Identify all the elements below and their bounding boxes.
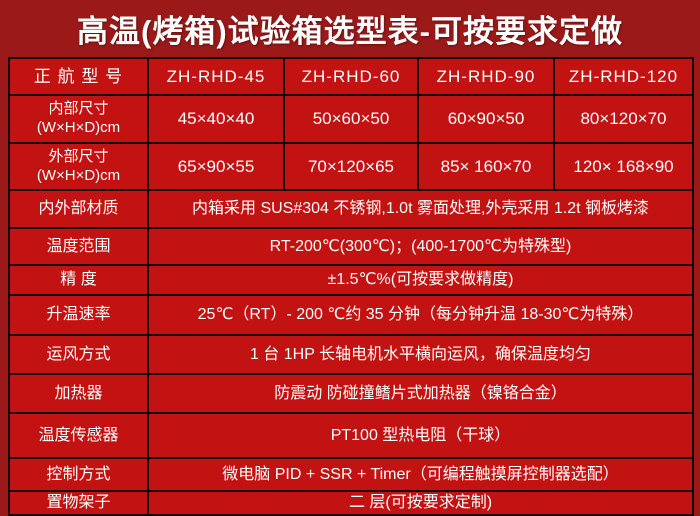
- inner-size-label: 内部尺寸 (W×H×D)cm: [8, 94, 149, 144]
- spec-row-air-circulation: 运风方式 1 台 1HP 长轴电机水平横向运风，确保温度均匀: [8, 334, 694, 375]
- spec-label: 加热器: [8, 373, 149, 414]
- inner-size-label-line1: 内部尺寸: [48, 100, 109, 118]
- spec-value: 内箱采用 SUS#304 不锈钢,1.0t 雾面处理,外壳采用 1.2t 钢板烤…: [147, 189, 694, 229]
- outer-size-label: 外部尺寸 (W×H×D)cm: [8, 142, 149, 191]
- spec-value: PT100 型热电阻（干球）: [147, 412, 694, 459]
- inner-size-value-4: 80×120×70: [553, 94, 694, 144]
- spec-value: 1 台 1HP 长轴电机水平横向运风，确保温度均匀: [147, 334, 694, 375]
- model-name-2: ZH-RHD-60: [283, 57, 419, 96]
- model-name-3: ZH-RHD-90: [417, 57, 555, 96]
- outer-size-value-1: 65×90×55: [147, 142, 285, 191]
- inner-size-label-line2: (W×H×D)cm: [36, 119, 121, 136]
- spec-label: 温度范围: [8, 227, 149, 266]
- spec-row-accuracy: 精 度 ±1.5℃%(可按要求做精度): [8, 264, 694, 296]
- spec-row-shelves: 置物架子 二 层(可按要求定制): [8, 490, 694, 516]
- inner-size-value-1: 45×40×40: [147, 94, 285, 144]
- model-row-label: 正 航 型 号: [8, 57, 149, 96]
- spec-label: 温度传感器: [8, 412, 149, 459]
- spec-row-control: 控制方式 微电脑 PID + SSR + Timer（可编程触摸屏控制器选配）: [8, 457, 694, 492]
- spec-value: 25℃（RT）- 200 ℃约 35 分钟（每分钟升温 18-30℃为特殊）: [147, 294, 694, 336]
- spec-label: 置物架子: [8, 490, 149, 516]
- outer-size-row: 外部尺寸 (W×H×D)cm 65×90×55 70×120×65 85× 16…: [8, 142, 694, 191]
- spec-value: 二 层(可按要求定制): [147, 490, 694, 516]
- outer-size-value-3: 85× 160×70: [417, 142, 555, 191]
- model-name-4: ZH-RHD-120: [553, 57, 694, 96]
- outer-size-value-2: 70×120×65: [283, 142, 419, 191]
- outer-size-label-line1: 外部尺寸: [48, 147, 109, 165]
- spec-label: 内外部材质: [8, 189, 149, 229]
- spec-label: 控制方式: [8, 457, 149, 492]
- spec-row-heatup-rate: 升温速率 25℃（RT）- 200 ℃约 35 分钟（每分钟升温 18-30℃为…: [8, 294, 694, 336]
- inner-size-value-3: 60×90×50: [417, 94, 555, 144]
- spec-table: 正 航 型 号 ZH-RHD-45 ZH-RHD-60 ZH-RHD-90 ZH…: [8, 57, 694, 516]
- model-name-1: ZH-RHD-45: [147, 57, 285, 96]
- spec-row-temp-range: 温度范围 RT-200℃(300℃)；(400-1700℃为特殊型): [8, 227, 694, 266]
- model-header-row: 正 航 型 号 ZH-RHD-45 ZH-RHD-60 ZH-RHD-90 ZH…: [8, 57, 694, 96]
- outer-size-value-4: 120× 168×90: [553, 142, 694, 191]
- spec-label: 精 度: [8, 264, 149, 296]
- spec-row-temp-sensor: 温度传感器 PT100 型热电阻（干球）: [8, 412, 694, 459]
- spec-row-material: 内外部材质 内箱采用 SUS#304 不锈钢,1.0t 雾面处理,外壳采用 1.…: [8, 189, 694, 229]
- spec-value: 防震动 防碰撞鳍片式加热器（镍铬合金）: [147, 373, 694, 414]
- page-title: 高温(烤箱)试验箱选型表-可按要求定做: [77, 14, 623, 49]
- inner-size-value-2: 50×60×50: [283, 94, 419, 144]
- spec-label: 升温速率: [8, 294, 149, 336]
- spec-value: 微电脑 PID + SSR + Timer（可编程触摸屏控制器选配）: [147, 457, 694, 492]
- outer-size-label-line2: (W×H×D)cm: [36, 166, 121, 184]
- spec-label: 运风方式: [8, 334, 149, 375]
- spec-row-heater: 加热器 防震动 防碰撞鳍片式加热器（镍铬合金）: [8, 373, 694, 414]
- spec-value: RT-200℃(300℃)；(400-1700℃为特殊型): [147, 227, 694, 266]
- inner-size-row: 内部尺寸 (W×H×D)cm 45×40×40 50×60×50 60×90×5…: [8, 94, 694, 144]
- spec-value: ±1.5℃%(可按要求做精度): [147, 264, 694, 296]
